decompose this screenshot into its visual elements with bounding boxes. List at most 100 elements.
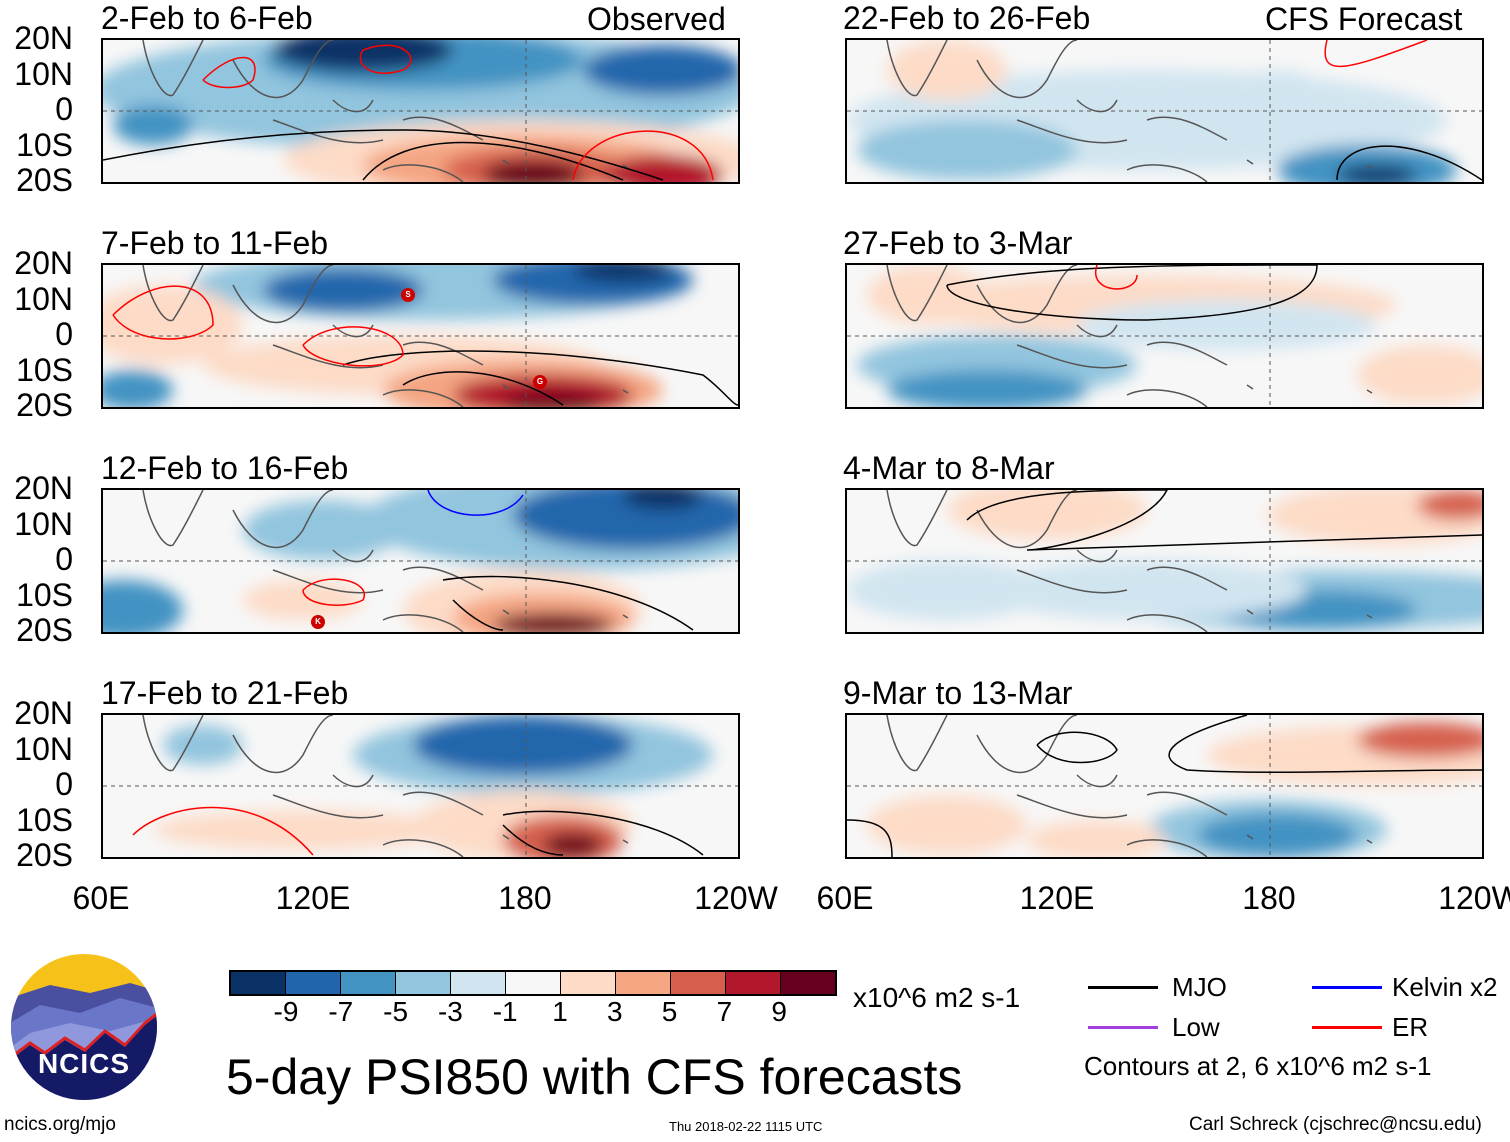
psi-anomaly-region bbox=[1337, 165, 1417, 182]
latitude-label: 0 bbox=[55, 766, 73, 802]
latitude-label: 20N bbox=[14, 470, 73, 506]
latitude-label: 10S bbox=[16, 351, 73, 388]
contours-note: Contours at 2, 6 x10^6 m2 s-1 bbox=[1084, 1051, 1432, 1081]
er-contour bbox=[302, 326, 404, 367]
psi-anomaly-region bbox=[243, 580, 363, 620]
colorbar-tick-label: -3 bbox=[437, 996, 463, 1027]
psi-anomaly-region bbox=[543, 833, 603, 857]
psi-anomaly-region bbox=[603, 155, 723, 182]
mjo-contour bbox=[342, 350, 738, 406]
panel-title: 7-Feb to 11-Feb bbox=[101, 225, 329, 261]
footer-author: Carl Schreck (cjschrec@ncsu.edu) bbox=[1189, 1114, 1482, 1135]
colorbar-swatch bbox=[561, 972, 616, 994]
legend-low-line bbox=[1088, 1026, 1158, 1029]
psi-anomaly-region bbox=[887, 40, 1007, 100]
mjo-contour bbox=[1168, 715, 1482, 773]
observed-label: Observed bbox=[587, 1, 726, 37]
footer-timestamp: Thu 2018-02-22 1115 UTC bbox=[669, 1119, 823, 1134]
forecast-panel-0 bbox=[845, 38, 1484, 184]
colorbar bbox=[229, 970, 837, 996]
latitude-label: 20S bbox=[16, 612, 73, 648]
psi-anomaly-region bbox=[263, 268, 423, 312]
psi-anomaly-region bbox=[493, 613, 613, 632]
forecast-label: CFS Forecast bbox=[1265, 1, 1463, 37]
legend-er-label: ER bbox=[1392, 1012, 1429, 1042]
latitude-label: 0 bbox=[55, 91, 73, 127]
psi-anomaly-region bbox=[857, 120, 1077, 180]
psi-anomaly-region bbox=[887, 370, 1087, 407]
colorbar-swatch bbox=[396, 972, 451, 994]
psi-anomaly-region bbox=[503, 393, 603, 407]
psi-anomaly-region bbox=[113, 105, 193, 145]
legend-kelvin-label: Kelvin x2 bbox=[1392, 972, 1498, 1002]
mjo-contour bbox=[452, 599, 504, 631]
ncics-logo: NCICS bbox=[10, 953, 158, 1101]
colorbar-tick-label: 7 bbox=[716, 996, 733, 1027]
latitude-label: 20S bbox=[16, 387, 73, 423]
latitude-label: 10S bbox=[16, 576, 73, 613]
er-contour bbox=[112, 285, 214, 340]
colorbar-swatch bbox=[671, 972, 726, 994]
psi-anomaly-region bbox=[163, 725, 243, 765]
legend-mjo-label: MJO bbox=[1172, 972, 1227, 1002]
latitude-label: 10N bbox=[14, 55, 73, 92]
psi-anomaly-region bbox=[1197, 813, 1357, 857]
psi-anomaly-region bbox=[243, 500, 403, 560]
psi-anomaly-region bbox=[103, 285, 243, 365]
er-contour bbox=[1324, 40, 1428, 68]
psi-anomaly-region bbox=[103, 580, 183, 632]
psi-anomaly-region bbox=[573, 265, 673, 282]
panel-title: 4-Mar to 8-Mar bbox=[843, 450, 1055, 486]
observed-panel-2 bbox=[101, 488, 740, 634]
latitude-label: 0 bbox=[55, 541, 73, 577]
colorbar-swatch bbox=[286, 972, 341, 994]
legend-er-line bbox=[1312, 1026, 1382, 1029]
psi-anomaly-region bbox=[153, 810, 453, 850]
legend-kelvin-line bbox=[1312, 986, 1382, 989]
er-contour bbox=[132, 806, 314, 856]
colorbar-swatch bbox=[506, 972, 561, 994]
forecast-panel-3 bbox=[845, 713, 1484, 859]
mjo-contour bbox=[442, 575, 694, 631]
figure-title: 5-day PSI850 with CFS forecasts bbox=[226, 1049, 963, 1105]
psi-anomaly-region bbox=[947, 490, 1147, 540]
colorbar-swatch bbox=[451, 972, 506, 994]
colorbar-tick-label: -1 bbox=[492, 996, 518, 1027]
mjo-contour bbox=[847, 819, 893, 857]
footer-url[interactable]: ncics.org/mjo bbox=[4, 1114, 116, 1135]
mjo-contour bbox=[103, 129, 664, 181]
forecast-panel-1 bbox=[845, 263, 1484, 409]
storm-marker: S bbox=[401, 288, 415, 302]
colorbar-swatch bbox=[341, 972, 396, 994]
colorbar-tick-label: -5 bbox=[383, 996, 409, 1027]
storm-marker: G bbox=[533, 375, 547, 389]
er-contour bbox=[359, 44, 412, 74]
latitude-label: 20N bbox=[14, 245, 73, 281]
latitude-label: 20S bbox=[16, 837, 73, 873]
psi-anomaly-region bbox=[847, 560, 1047, 620]
panel-title: 12-Feb to 16-Feb bbox=[101, 450, 349, 486]
psi-anomaly-region bbox=[867, 265, 987, 325]
panel-title: 2-Feb to 6-Feb bbox=[101, 0, 313, 36]
panel-title: 17-Feb to 21-Feb bbox=[101, 675, 349, 711]
colorbar-units: x10^6 m2 s-1 bbox=[853, 982, 1021, 1013]
latitude-label: 20S bbox=[16, 162, 73, 198]
panel-title: 22-Feb to 26-Feb bbox=[843, 0, 1091, 36]
psi-anomaly-region bbox=[1217, 70, 1337, 150]
latitude-label: 20N bbox=[14, 695, 73, 731]
longitude-label: 180 bbox=[498, 880, 552, 916]
mjo-contour bbox=[362, 141, 624, 181]
colorbar-swatch bbox=[231, 972, 286, 994]
psi-anomaly-region bbox=[1027, 820, 1167, 857]
panel-title: 27-Feb to 3-Mar bbox=[843, 225, 1073, 261]
observed-panel-3 bbox=[101, 713, 740, 859]
panel-title: 9-Mar to 13-Mar bbox=[843, 675, 1073, 711]
longitude-label: 120E bbox=[1019, 880, 1095, 916]
latitude-label: 20N bbox=[14, 20, 73, 56]
psi-anomaly-region bbox=[583, 45, 738, 95]
colorbar-tick-label: 1 bbox=[552, 996, 568, 1027]
colorbar-swatch bbox=[781, 972, 835, 994]
er-contour bbox=[1094, 265, 1138, 290]
colorbar-swatch bbox=[616, 972, 671, 994]
psi-anomaly-region bbox=[1357, 345, 1482, 405]
